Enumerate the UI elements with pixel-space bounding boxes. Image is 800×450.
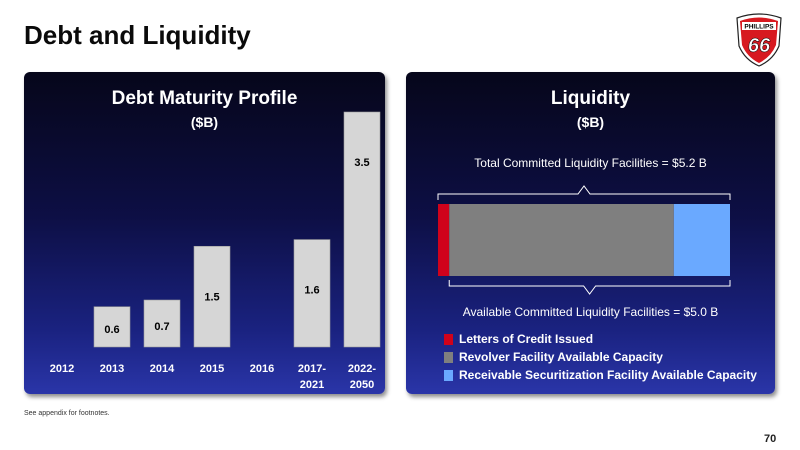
liquidity-segment-2	[673, 204, 730, 276]
bar-2015	[193, 245, 231, 348]
x-tick-label: 2013	[100, 363, 124, 375]
liquidity-segment-0	[438, 204, 450, 276]
liquidity-chart	[437, 185, 731, 295]
x-tick-label: 2016	[250, 363, 274, 375]
x-tick-label: 2014	[150, 363, 175, 375]
total-bracket	[437, 185, 731, 200]
liquidity-segment-1	[449, 204, 674, 276]
debt-maturity-chart: 2012 0.6 2013 0.7 2014 1.5 2015 2016 1.6 2017- 202…	[50, 111, 381, 391]
liquidity-chart-title: Liquidity	[550, 88, 631, 109]
phillips-66-logo: PHILLIPS 66	[733, 12, 785, 68]
x-tick-label: 2050	[350, 379, 374, 391]
footnote: See appendix for footnotes.	[24, 410, 110, 417]
x-tick-label: 2021	[300, 379, 324, 391]
bar-value-label: 3.5	[354, 157, 369, 169]
bar-2017-2021	[293, 239, 331, 348]
legend-item: Letters of Credit Issued	[444, 330, 757, 348]
logo-text-main: 66	[748, 35, 771, 57]
legend-swatch-receivable	[444, 369, 453, 381]
liquidity-panel: Liquidity ($B) Total Committed Liquidity…	[406, 72, 775, 394]
legend-swatch-revolver	[444, 351, 453, 363]
legend-label: Letters of Credit Issued	[459, 332, 594, 346]
x-tick-label: 2017-	[298, 363, 326, 375]
available-liquidity-label: Available Committed Liquidity Facilities…	[462, 305, 719, 319]
liquidity-legend: Letters of Credit Issued Revolver Facili…	[444, 330, 757, 384]
debt-chart-subtitle: ($B)	[190, 114, 219, 130]
total-liquidity-label: Total Committed Liquidity Facilities = $…	[474, 156, 707, 170]
legend-item: Receivable Securitization Facility Avail…	[444, 366, 757, 384]
logo-text-top: PHILLIPS	[744, 24, 774, 31]
bar-value-label: 1.6	[304, 285, 319, 297]
x-tick-label: 2015	[200, 363, 224, 375]
bar-2013	[93, 306, 131, 348]
legend-item: Revolver Facility Available Capacity	[444, 348, 757, 366]
debt-chart-title: Debt Maturity Profile	[111, 88, 298, 109]
x-tick-label: 2012	[50, 363, 74, 375]
legend-label: Receivable Securitization Facility Avail…	[459, 368, 757, 382]
bar-2022-2050	[343, 111, 381, 348]
bar-value-label: 1.5	[204, 291, 219, 303]
liquidity-chart-subtitle: ($B)	[576, 114, 605, 130]
available-bracket	[448, 280, 731, 295]
page-number: 70	[764, 433, 777, 445]
x-tick-label: 2022-	[348, 363, 376, 375]
bar-2014	[143, 299, 181, 348]
legend-label: Revolver Facility Available Capacity	[459, 350, 663, 364]
bar-value-label: 0.6	[104, 324, 119, 336]
debt-maturity-panel: Debt Maturity Profile ($B) 2012 0.6 2013 0.…	[24, 72, 385, 394]
legend-swatch-letters-of-credit	[444, 333, 453, 345]
slide-title: Debt and Liquidity	[24, 20, 251, 50]
bar-value-label: 0.7	[154, 321, 169, 333]
